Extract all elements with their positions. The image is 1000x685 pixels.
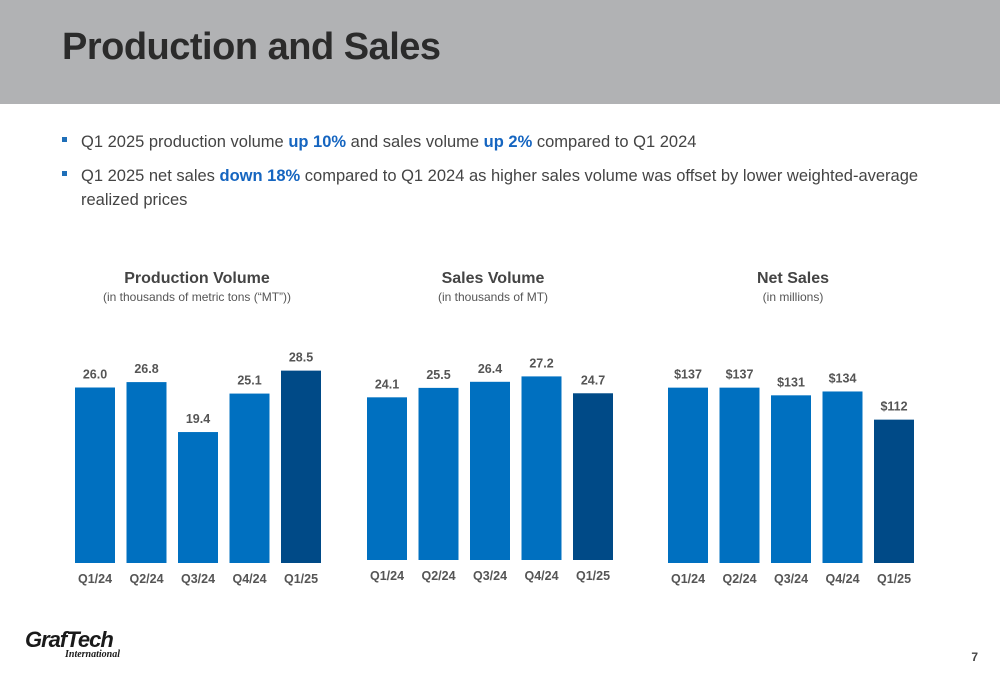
category-label: Q3/24 — [473, 569, 507, 583]
category-label: Q3/24 — [774, 572, 808, 586]
chart-subtitle: (in thousands of MT) — [438, 290, 548, 304]
bar — [470, 381, 510, 560]
bar — [75, 387, 115, 563]
bar — [874, 419, 914, 563]
chart-subtitle: (in millions) — [763, 290, 824, 304]
bar — [668, 387, 708, 563]
bar — [521, 376, 562, 560]
logo-wordmark: GrafTech — [25, 627, 114, 652]
data-label: $131 — [777, 375, 805, 389]
data-label: 27.2 — [529, 356, 553, 370]
chart-subtitle: (in thousands of metric tons (“MT”)) — [103, 290, 291, 304]
category-label: Q1/24 — [671, 572, 705, 586]
chart-1: Sales Volume (in thousands of MT) 24.1 Q1/2… — [367, 270, 613, 583]
bullet-text: Q1 2025 net sales — [81, 167, 220, 185]
category-label: Q1/24 — [78, 572, 112, 586]
data-label: $137 — [674, 368, 702, 382]
bullet-text: and sales volume — [346, 133, 484, 151]
bullet-text: compared to Q1 2024 as higher sales volu… — [81, 167, 919, 209]
data-label: 26.8 — [134, 362, 158, 376]
data-label: $134 — [829, 371, 857, 385]
graftech-logo: GrafTech International — [25, 627, 125, 663]
bar — [229, 393, 270, 563]
bar — [719, 387, 760, 563]
bullet-item: Q1 2025 net sales down 18% compared to Q… — [62, 164, 922, 212]
bar — [367, 397, 407, 560]
category-label: Q4/24 — [524, 569, 558, 583]
chart-2: Net Sales (in millions) $137 Q1/24 $137 Q2/24… — [668, 270, 914, 586]
bar — [573, 393, 613, 560]
category-label: Q4/24 — [825, 572, 859, 586]
category-label: Q1/25 — [576, 569, 610, 583]
category-label: Q2/24 — [129, 572, 163, 586]
bullet-marker — [62, 137, 67, 142]
category-label: Q1/25 — [284, 572, 318, 586]
data-label: 19.4 — [186, 412, 210, 426]
bullet-marker — [62, 171, 67, 176]
bar — [281, 370, 321, 563]
data-label: 26.4 — [478, 362, 502, 376]
bullet-highlight: down 18% — [219, 167, 301, 185]
data-label: 25.5 — [426, 368, 450, 382]
data-label: 28.5 — [289, 351, 313, 365]
bar — [418, 387, 459, 560]
chart-title: Sales Volume — [442, 270, 545, 287]
category-label: Q4/24 — [232, 572, 266, 586]
header-band — [0, 0, 1000, 104]
bullet-text: compared to Q1 2024 — [532, 133, 697, 151]
data-label: $112 — [880, 400, 907, 414]
chart-title: Net Sales — [757, 270, 829, 287]
bullet-text: Q1 2025 production volume — [81, 133, 289, 151]
bar — [126, 382, 167, 563]
data-label: 26.0 — [83, 368, 107, 382]
category-label: Q2/24 — [421, 569, 455, 583]
category-label: Q1/24 — [370, 569, 404, 583]
logo-subtitle: International — [65, 649, 121, 660]
chart-title: Production Volume — [124, 270, 270, 287]
data-label: 25.1 — [237, 374, 261, 388]
category-label: Q3/24 — [181, 572, 215, 586]
data-label: 24.7 — [581, 373, 605, 387]
bar — [178, 432, 218, 563]
page-title: Production and Sales — [62, 26, 441, 68]
bullet-item: Q1 2025 production volume up 10% and sal… — [62, 130, 922, 154]
page-number: 7 — [971, 650, 978, 664]
bar — [822, 391, 863, 563]
bullet-list: Q1 2025 production volume up 10% and sal… — [62, 130, 922, 222]
category-label: Q1/25 — [877, 572, 911, 586]
bullet-highlight: up 10% — [288, 133, 347, 151]
bullet-highlight: up 2% — [483, 133, 533, 151]
chart-0: Production Volume (in thousands of metric… — [75, 270, 321, 586]
category-label: Q2/24 — [722, 572, 756, 586]
data-label: 24.1 — [375, 377, 399, 391]
data-label: $137 — [726, 368, 754, 382]
bar — [771, 395, 811, 563]
